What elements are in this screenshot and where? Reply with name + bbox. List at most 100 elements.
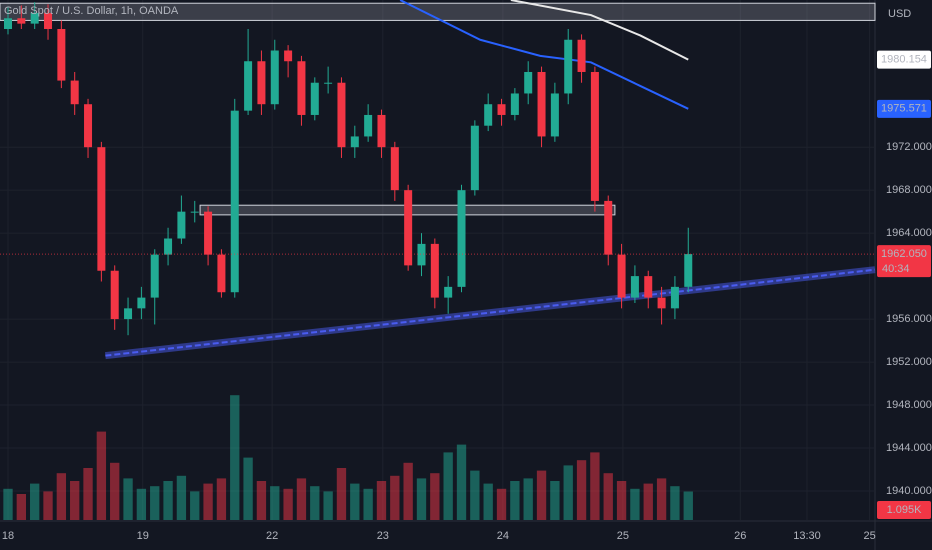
candle-body <box>630 276 639 298</box>
ma-label: 1975.571 <box>881 103 927 115</box>
volume-bar <box>283 488 293 520</box>
volume-bar <box>483 483 493 520</box>
volume-bar <box>376 481 387 520</box>
x-tick-label: 25 <box>864 530 876 542</box>
ma-label-bg <box>877 50 931 69</box>
volume-bar <box>510 481 520 520</box>
volume-bar <box>310 486 320 520</box>
chart-title: Gold Spot / U.S. Dollar, 1h, OANDA <box>4 5 179 17</box>
candle-body <box>70 80 79 105</box>
candle-body <box>470 125 479 191</box>
plot <box>0 0 876 520</box>
volume-bar <box>563 465 573 520</box>
candle-body <box>310 82 319 115</box>
y-tick-label: 1956.000 <box>886 313 932 325</box>
volume-bar <box>416 478 427 520</box>
volume-bar <box>83 468 93 520</box>
candle-body <box>164 238 173 255</box>
volume-bar <box>590 452 600 520</box>
candle-body <box>657 297 666 309</box>
volume-bar <box>216 478 227 520</box>
y-tick-label: 1952.000 <box>886 356 932 368</box>
volume-bar <box>176 475 187 520</box>
candle-body <box>684 254 693 287</box>
candle-body <box>30 12 39 24</box>
volume-bar <box>70 481 80 520</box>
countdown: 40:34 <box>882 263 910 275</box>
volume-badge: 1.095K <box>887 504 923 516</box>
x-tick-label: 13:30 <box>793 530 821 542</box>
volume-bar <box>136 488 147 520</box>
candle-body <box>57 29 66 81</box>
x-tick-label: 18 <box>2 530 14 542</box>
moving-average <box>510 0 689 61</box>
volume-bar <box>470 470 480 520</box>
x-tick-label: 25 <box>617 530 629 542</box>
volume-bar <box>203 483 213 520</box>
candle-body <box>430 243 439 298</box>
candle-body <box>537 71 546 137</box>
volume-bar <box>123 478 133 520</box>
volume-bar <box>496 488 507 520</box>
y-tick-label: 1972.000 <box>886 141 932 153</box>
volume-bar <box>443 452 453 520</box>
candle-body <box>284 50 293 62</box>
candle-body <box>604 200 613 255</box>
candle-body <box>17 18 26 24</box>
candle-body <box>670 286 679 309</box>
candle-body <box>204 211 213 255</box>
candle-body <box>564 39 573 94</box>
volume-bar <box>550 481 560 520</box>
candle-body <box>230 110 239 293</box>
volume-bar <box>56 473 67 520</box>
volume-bar <box>150 486 160 520</box>
candle-body <box>444 286 453 298</box>
price-badge: 1962.050 <box>881 248 927 260</box>
volume-bar <box>43 491 53 520</box>
candle-body <box>110 270 119 320</box>
candle-body <box>270 50 279 105</box>
volume-bar <box>390 475 400 520</box>
volume-bar <box>190 491 200 520</box>
candle-body <box>150 254 159 298</box>
candle-body <box>44 12 53 30</box>
volume-badge-bg <box>877 501 931 519</box>
candle-body <box>217 254 226 293</box>
price-badge-bg <box>877 245 931 278</box>
x-tick-label: 24 <box>497 530 509 542</box>
volume-bar <box>296 478 307 520</box>
volume-bar <box>536 470 547 520</box>
volume-bar <box>243 457 253 520</box>
candle-body <box>324 82 333 84</box>
volume-bar <box>670 486 680 520</box>
volume-bar <box>616 481 627 520</box>
candle-body <box>257 61 266 105</box>
volume-bar <box>430 473 440 520</box>
candle-body <box>364 114 373 137</box>
volume-bar <box>3 488 13 520</box>
volume-bar <box>110 462 120 520</box>
candle-body <box>137 297 146 309</box>
candle-body <box>524 71 533 94</box>
candle-body <box>550 93 559 137</box>
x-tick-label: 26 <box>734 530 746 542</box>
zone <box>0 2 876 21</box>
ma-label: 1980.154 <box>881 53 927 65</box>
volume-bar <box>16 494 27 520</box>
candle-body <box>84 104 93 148</box>
volume-bar <box>603 473 613 520</box>
candle-body <box>417 243 426 266</box>
candle-body <box>350 136 359 148</box>
volume-bar <box>643 483 653 520</box>
candle-body <box>244 61 253 111</box>
candle-body <box>510 93 519 115</box>
x-tick-label: 23 <box>377 530 389 542</box>
volume-bar <box>336 468 347 520</box>
candle-body <box>124 308 133 320</box>
candle-body <box>644 276 653 298</box>
volume-bar <box>270 486 280 520</box>
volume-bar <box>323 491 333 520</box>
candle-body <box>484 104 493 126</box>
y-tick-label: 1944.000 <box>886 442 932 454</box>
volume-bar <box>30 483 40 520</box>
